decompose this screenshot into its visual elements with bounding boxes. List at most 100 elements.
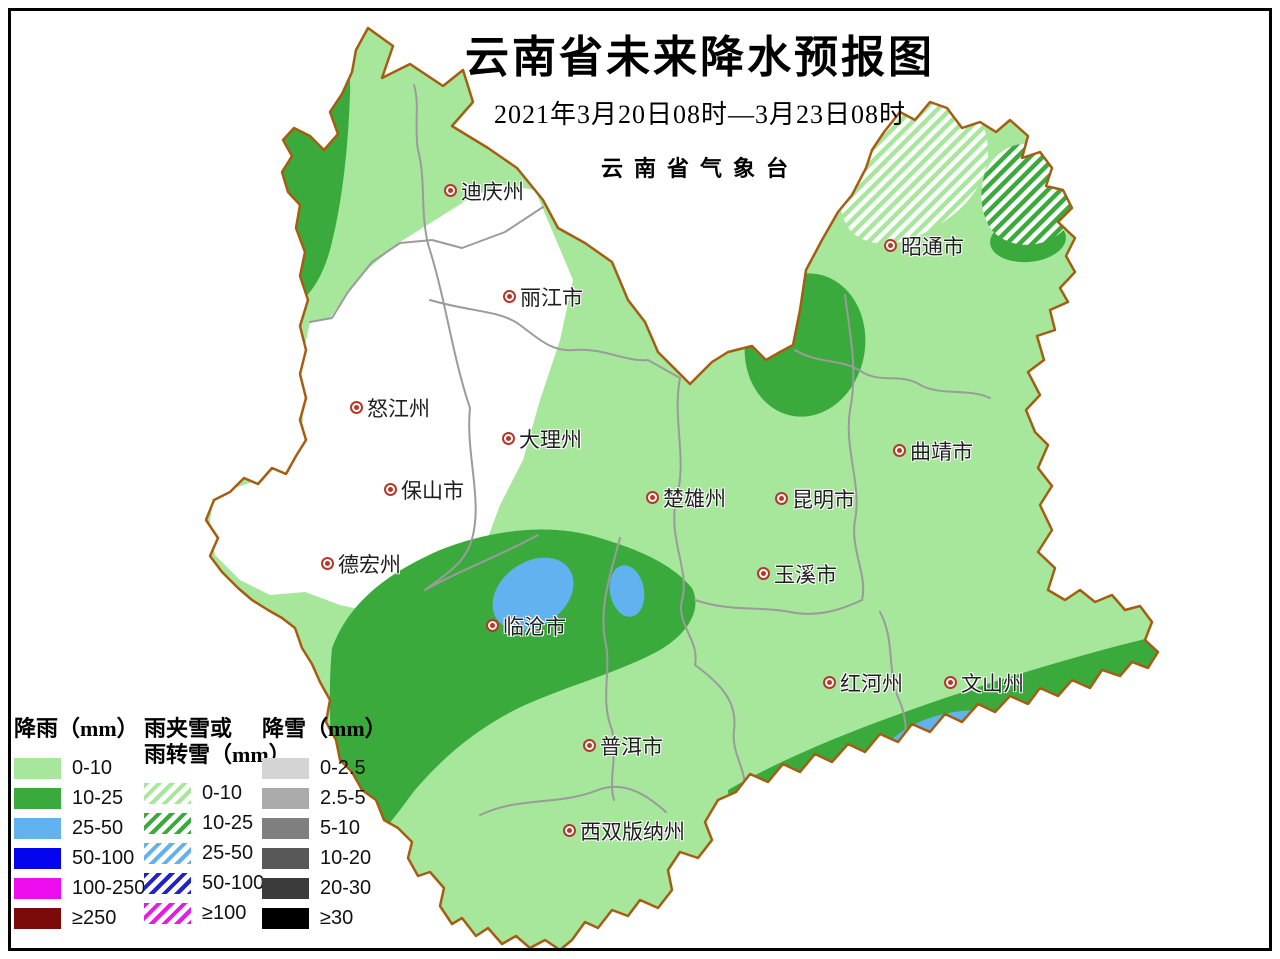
forecast-period: 2021年3月20日08时—3月23日08时 bbox=[493, 100, 906, 130]
city-label-文山州: 文山州 bbox=[961, 672, 1024, 696]
legend-item-snow: 20-30 bbox=[262, 877, 387, 899]
legend-rain-header: 降雨（mm） bbox=[14, 716, 139, 741]
city-marker-昆明市 bbox=[775, 492, 788, 505]
city-label-大理州: 大理州 bbox=[519, 428, 582, 452]
legend-label: 0-10 bbox=[72, 757, 113, 779]
legend-label: 5-10 bbox=[320, 817, 361, 839]
region-rain-25-50-lincang-east bbox=[609, 565, 645, 617]
city-marker-dot bbox=[506, 436, 511, 441]
city-marker-普洱市 bbox=[583, 739, 596, 752]
legend-label: ≥250 bbox=[72, 907, 117, 929]
legend-rain: 降雨（mm） 0-10 10-25 25-50 50-100 100-250 ≥250 bbox=[14, 716, 145, 929]
legend-swatch bbox=[14, 878, 61, 899]
legend-item-sleet: 25-50 bbox=[144, 842, 291, 864]
city-marker-曲靖市 bbox=[893, 444, 906, 457]
legend-swatch bbox=[262, 908, 309, 929]
city-label-普洱市: 普洱市 bbox=[600, 735, 663, 759]
city-label-丽江市: 丽江市 bbox=[520, 286, 583, 310]
city-label-临沧市: 临沧市 bbox=[503, 615, 566, 639]
legend-swatch bbox=[14, 818, 61, 839]
legend-label: 100-250 bbox=[72, 877, 146, 899]
city-marker-dot bbox=[650, 495, 655, 500]
legend-swatch bbox=[14, 908, 61, 929]
city-label-玉溪市: 玉溪市 bbox=[774, 563, 837, 587]
city-label-楚雄州: 楚雄州 bbox=[663, 487, 726, 511]
agency-name: 云南省气象台 bbox=[600, 156, 799, 182]
city-marker-dot bbox=[567, 828, 572, 833]
legend-label: 10-25 bbox=[72, 787, 124, 809]
legend-swatch bbox=[262, 878, 309, 899]
city-marker-德宏州 bbox=[321, 557, 334, 570]
legend-item-snow: ≥30 bbox=[262, 907, 387, 929]
prefecture-borders bbox=[309, 84, 991, 816]
legend-label: 0-10 bbox=[202, 782, 243, 804]
city-marker-西双版纳州 bbox=[563, 824, 576, 837]
city-label-昆明市: 昆明市 bbox=[792, 488, 855, 512]
legend-sleet-header-1: 雨夹雪或 bbox=[144, 716, 233, 741]
legend-item-snow: 0-2.5 bbox=[262, 757, 387, 779]
city-marker-保山市 bbox=[384, 483, 397, 496]
legend-label: 0-2.5 bbox=[320, 757, 366, 779]
legend-label: 50-100 bbox=[72, 847, 135, 869]
city-label-红河州: 红河州 bbox=[840, 672, 903, 696]
legend-item-rain: 100-250 bbox=[14, 877, 146, 899]
city-label-保山市: 保山市 bbox=[401, 479, 464, 503]
province-outline bbox=[204, 26, 1160, 952]
legend-swatch bbox=[144, 783, 191, 804]
city-marker-dot bbox=[779, 496, 784, 501]
city-label-西双版纳州: 西双版纳州 bbox=[580, 820, 685, 844]
legend-snow: 降雪（mm） 0-2.5 2.5-5 5-10 10-20 20-30 ≥30 bbox=[262, 716, 387, 929]
region-no-precip-west bbox=[210, 185, 573, 615]
legend-item-rain: 50-100 bbox=[14, 847, 145, 869]
legend-swatch bbox=[262, 758, 309, 779]
city-marker-临沧市 bbox=[486, 619, 499, 632]
legend-label: 10-20 bbox=[320, 847, 372, 869]
city-label-迪庆州: 迪庆州 bbox=[461, 180, 524, 204]
legend-item-sleet: ≥100 bbox=[144, 902, 291, 924]
legend-swatch bbox=[144, 813, 191, 834]
legend-item-rain: 0-10 bbox=[14, 757, 145, 779]
city-marker-迪庆州 bbox=[444, 184, 457, 197]
city-marker-楚雄州 bbox=[646, 491, 659, 504]
legend-swatch bbox=[144, 843, 191, 864]
legend-item-rain: 10-25 bbox=[14, 787, 145, 809]
city-marker-dot bbox=[448, 188, 453, 193]
city-marker-红河州 bbox=[823, 676, 836, 689]
city-marker-dot bbox=[354, 405, 359, 410]
legend-label: 25-50 bbox=[202, 842, 254, 864]
title-block: 云南省未来降水预报图 2021年3月20日08时—3月23日08时 云南省气象台 bbox=[400, 33, 1000, 183]
city-marker-dot bbox=[761, 571, 766, 576]
city-marker-dot bbox=[507, 294, 512, 299]
legend-label: 10-25 bbox=[202, 812, 254, 834]
city-marker-dot bbox=[827, 680, 832, 685]
legend-item-rain: 25-50 bbox=[14, 817, 145, 839]
legend-label: 2.5-5 bbox=[320, 787, 366, 809]
legend-swatch bbox=[262, 788, 309, 809]
city-label-昭通市: 昭通市 bbox=[901, 235, 964, 259]
legend-item-snow: 2.5-5 bbox=[262, 787, 387, 809]
legend-item-snow: 10-20 bbox=[262, 847, 387, 869]
city-marker-昭通市 bbox=[884, 239, 897, 252]
page-title: 云南省未来降水预报图 bbox=[465, 33, 935, 82]
legend-item-rain: ≥250 bbox=[14, 907, 145, 929]
city-marker-dot bbox=[325, 561, 330, 566]
legend-label: ≥30 bbox=[320, 907, 354, 929]
legend-swatch bbox=[262, 848, 309, 869]
legend-swatch bbox=[144, 873, 191, 894]
city-label-怒江州: 怒江州 bbox=[367, 397, 430, 421]
city-marker-玉溪市 bbox=[757, 567, 770, 580]
region-rain-25-50-lincang-west bbox=[492, 557, 574, 631]
legend-label: 25-50 bbox=[72, 817, 124, 839]
city-label-德宏州: 德宏州 bbox=[338, 553, 401, 577]
legend-snow-header: 降雪（mm） bbox=[262, 716, 387, 741]
city-marker-dot bbox=[888, 243, 893, 248]
city-label-曲靖市: 曲靖市 bbox=[910, 440, 973, 464]
city-marker-文山州 bbox=[944, 676, 957, 689]
city-marker-dot bbox=[587, 743, 592, 748]
city-marker-dot bbox=[948, 680, 953, 685]
city-marker-怒江州 bbox=[350, 401, 363, 414]
legend-swatch bbox=[14, 788, 61, 809]
legend-label: 50-100 bbox=[202, 872, 265, 894]
legend-swatch bbox=[14, 848, 61, 869]
